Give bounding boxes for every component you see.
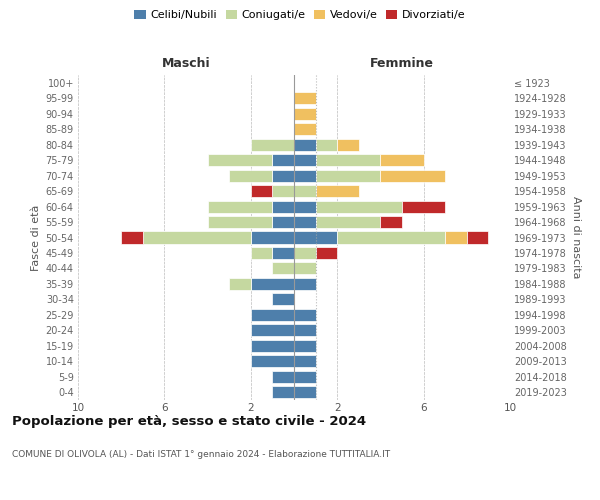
Bar [294, 324, 316, 336]
Bar [208, 200, 272, 212]
Bar [316, 216, 380, 228]
Bar [251, 309, 294, 321]
Bar [294, 278, 316, 290]
Bar [251, 324, 294, 336]
Bar [316, 247, 337, 259]
Bar [251, 247, 272, 259]
Bar [316, 138, 337, 150]
Bar [272, 262, 294, 274]
Y-axis label: Fasce di età: Fasce di età [31, 204, 41, 270]
Bar [251, 340, 294, 352]
Bar [294, 309, 316, 321]
Bar [272, 294, 294, 306]
Bar [294, 356, 316, 368]
Bar [294, 108, 316, 120]
Bar [294, 154, 316, 166]
Bar [272, 371, 294, 383]
Bar [229, 170, 272, 181]
Y-axis label: Anni di nascita: Anni di nascita [571, 196, 581, 279]
Bar [294, 340, 316, 352]
Bar [316, 200, 402, 212]
Bar [337, 138, 359, 150]
Bar [251, 278, 294, 290]
Bar [251, 138, 294, 150]
Bar [294, 123, 316, 135]
Bar [294, 216, 316, 228]
Bar [229, 278, 251, 290]
Bar [316, 185, 359, 197]
Bar [251, 232, 294, 243]
Bar [380, 170, 445, 181]
Bar [272, 200, 294, 212]
Bar [402, 200, 445, 212]
Bar [272, 386, 294, 398]
Bar [143, 232, 251, 243]
Legend: Celibi/Nubili, Coniugati/e, Vedovi/e, Divorziati/e: Celibi/Nubili, Coniugati/e, Vedovi/e, Di… [130, 6, 470, 25]
Bar [121, 232, 143, 243]
Text: Popolazione per età, sesso e stato civile - 2024: Popolazione per età, sesso e stato civil… [12, 415, 366, 428]
Bar [316, 170, 380, 181]
Bar [380, 216, 402, 228]
Bar [272, 247, 294, 259]
Bar [294, 371, 316, 383]
Bar [294, 170, 316, 181]
Bar [294, 92, 316, 104]
Bar [316, 154, 380, 166]
Bar [251, 356, 294, 368]
Bar [294, 200, 316, 212]
Bar [272, 185, 294, 197]
Bar [294, 247, 316, 259]
Bar [251, 185, 272, 197]
Text: COMUNE DI OLIVOLA (AL) - Dati ISTAT 1° gennaio 2024 - Elaborazione TUTTITALIA.IT: COMUNE DI OLIVOLA (AL) - Dati ISTAT 1° g… [12, 450, 390, 459]
Bar [272, 170, 294, 181]
Bar [467, 232, 488, 243]
Bar [294, 262, 316, 274]
Text: Femmine: Femmine [370, 58, 434, 70]
Bar [445, 232, 467, 243]
Bar [294, 386, 316, 398]
Bar [272, 216, 294, 228]
Bar [294, 185, 316, 197]
Bar [337, 232, 445, 243]
Bar [208, 216, 272, 228]
Bar [294, 232, 337, 243]
Bar [272, 154, 294, 166]
Bar [380, 154, 424, 166]
Bar [208, 154, 272, 166]
Text: Maschi: Maschi [161, 58, 211, 70]
Bar [294, 138, 316, 150]
